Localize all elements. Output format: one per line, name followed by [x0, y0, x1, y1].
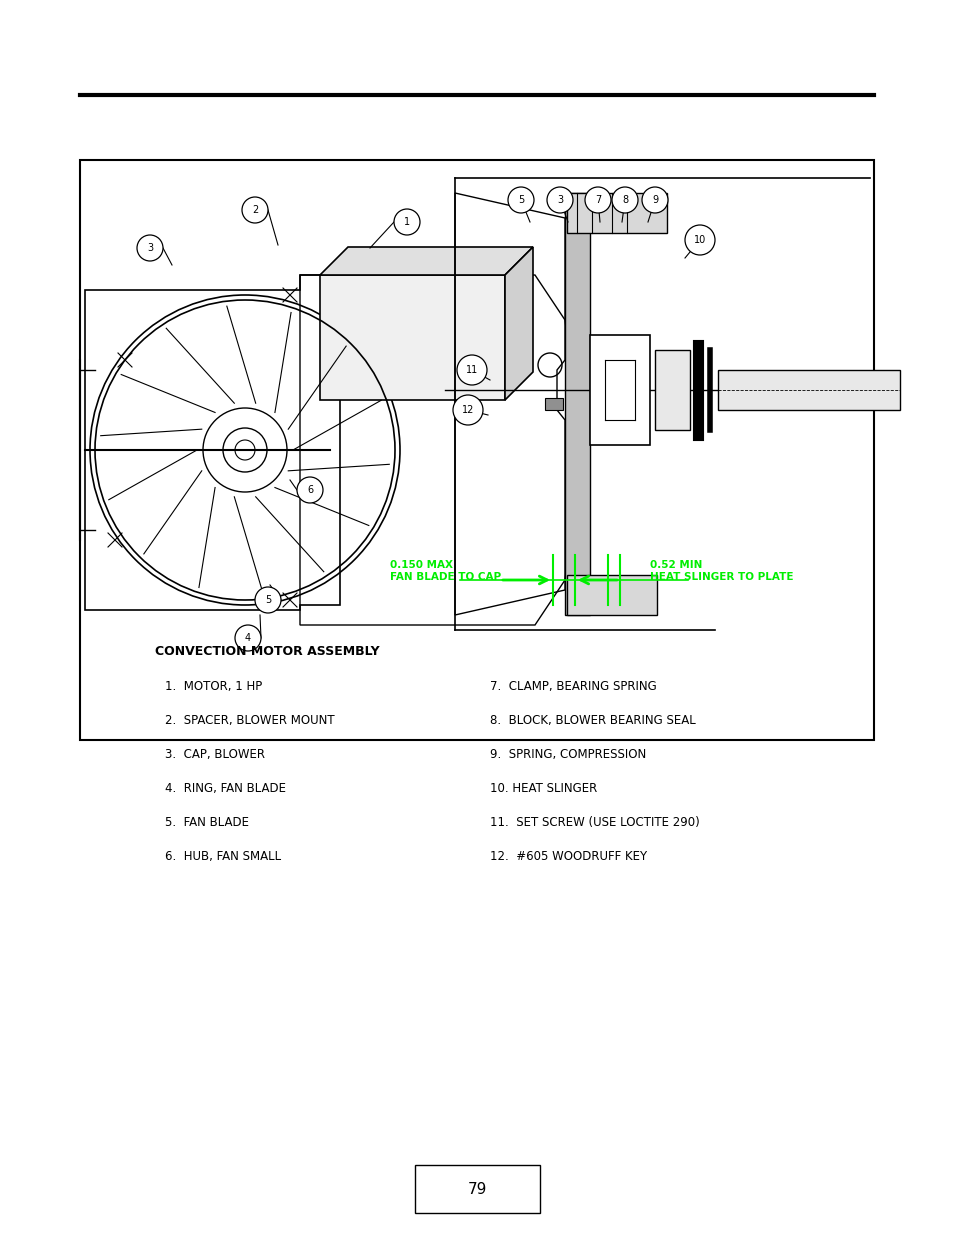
- Text: 8.  BLOCK, BLOWER BEARING SEAL: 8. BLOCK, BLOWER BEARING SEAL: [490, 714, 695, 727]
- Circle shape: [234, 625, 261, 651]
- Circle shape: [394, 209, 419, 235]
- Polygon shape: [504, 247, 533, 400]
- Circle shape: [684, 225, 714, 254]
- Text: 10: 10: [693, 235, 705, 245]
- Text: 3.  CAP, BLOWER: 3. CAP, BLOWER: [165, 748, 265, 761]
- Text: 6.  HUB, FAN SMALL: 6. HUB, FAN SMALL: [165, 850, 281, 863]
- Bar: [566, 193, 666, 233]
- Text: 1.  MOTOR, 1 HP: 1. MOTOR, 1 HP: [165, 680, 262, 693]
- Text: 5: 5: [517, 195, 523, 205]
- Circle shape: [584, 186, 610, 212]
- Text: 10. HEAT SLINGER: 10. HEAT SLINGER: [490, 782, 597, 795]
- Text: 7: 7: [595, 195, 600, 205]
- Text: 7.  CLAMP, BEARING SPRING: 7. CLAMP, BEARING SPRING: [490, 680, 656, 693]
- Circle shape: [546, 186, 573, 212]
- Text: 9: 9: [651, 195, 658, 205]
- Text: 11.  SET SCREW (USE LOCTITE 290): 11. SET SCREW (USE LOCTITE 290): [490, 816, 699, 829]
- Circle shape: [641, 186, 667, 212]
- Bar: [80, 161, 873, 740]
- Bar: [564, 193, 589, 615]
- Text: 1: 1: [403, 217, 410, 227]
- Circle shape: [456, 354, 486, 385]
- Text: 3: 3: [557, 195, 562, 205]
- Bar: [566, 576, 657, 615]
- Bar: [544, 398, 562, 410]
- Bar: [319, 275, 504, 400]
- Polygon shape: [319, 247, 533, 275]
- Circle shape: [612, 186, 638, 212]
- Text: 2: 2: [252, 205, 258, 215]
- Text: 4.  RING, FAN BLADE: 4. RING, FAN BLADE: [165, 782, 286, 795]
- Circle shape: [137, 235, 163, 261]
- Text: 0.150 MAX
FAN BLADE TO CAP: 0.150 MAX FAN BLADE TO CAP: [390, 559, 500, 582]
- Text: 12.  #605 WOODRUFF KEY: 12. #605 WOODRUFF KEY: [490, 850, 646, 863]
- Text: 0.52 MIN
HEAT SLINGER TO PLATE: 0.52 MIN HEAT SLINGER TO PLATE: [649, 559, 793, 582]
- Text: CONVECTION MOTOR ASSEMBLY: CONVECTION MOTOR ASSEMBLY: [154, 645, 379, 658]
- Text: 79: 79: [467, 1182, 486, 1197]
- Circle shape: [507, 186, 534, 212]
- Text: 8: 8: [621, 195, 627, 205]
- Text: 11: 11: [465, 366, 477, 375]
- Bar: [655, 350, 689, 430]
- Bar: [589, 335, 649, 445]
- Text: 4: 4: [245, 634, 251, 643]
- Text: 6: 6: [307, 485, 313, 495]
- Circle shape: [242, 198, 268, 224]
- Circle shape: [254, 587, 281, 613]
- Text: 3: 3: [147, 243, 152, 253]
- Bar: [718, 370, 899, 410]
- Text: 9.  SPRING, COMPRESSION: 9. SPRING, COMPRESSION: [490, 748, 645, 761]
- Text: 5.  FAN BLADE: 5. FAN BLADE: [165, 816, 249, 829]
- Text: 5: 5: [265, 595, 271, 605]
- Circle shape: [453, 395, 482, 425]
- Circle shape: [296, 477, 323, 503]
- Text: 12: 12: [461, 405, 474, 415]
- Bar: [415, 1165, 539, 1213]
- Text: 2.  SPACER, BLOWER MOUNT: 2. SPACER, BLOWER MOUNT: [165, 714, 335, 727]
